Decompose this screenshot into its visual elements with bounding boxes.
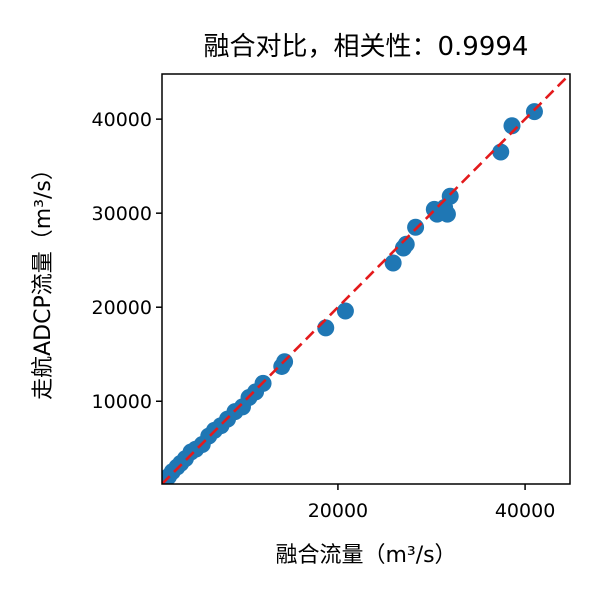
plot-area: [162, 74, 570, 484]
data-point: [336, 302, 354, 320]
x-tick-label: 20000: [308, 500, 368, 522]
y-axis-label: 走航ADCP流量（m³/s）: [31, 158, 56, 400]
x-tick-label: 40000: [495, 500, 555, 522]
data-point: [525, 103, 543, 121]
y-tick-label: 40000: [92, 109, 152, 131]
y-tick-label: 10000: [92, 391, 152, 413]
axis-ticks: 20000 40000 10000 20000 30000 40000: [92, 109, 556, 522]
plot-inner: [162, 74, 570, 484]
data-point: [503, 117, 521, 135]
plot-frame: [161, 73, 571, 485]
y-tick-label: 20000: [92, 297, 152, 319]
data-point: [441, 187, 459, 205]
y-tick-label: 30000: [92, 203, 152, 225]
chart-title: 融合对比，相关性：0.9994: [204, 32, 529, 62]
data-point: [397, 235, 415, 253]
identity-reference-line: [162, 74, 570, 484]
x-axis-label: 融合流量（m³/s）: [275, 543, 456, 568]
data-point: [492, 143, 510, 161]
data-point: [407, 218, 425, 236]
data-point: [384, 254, 402, 272]
data-point: [438, 205, 456, 223]
data-point: [317, 319, 335, 337]
